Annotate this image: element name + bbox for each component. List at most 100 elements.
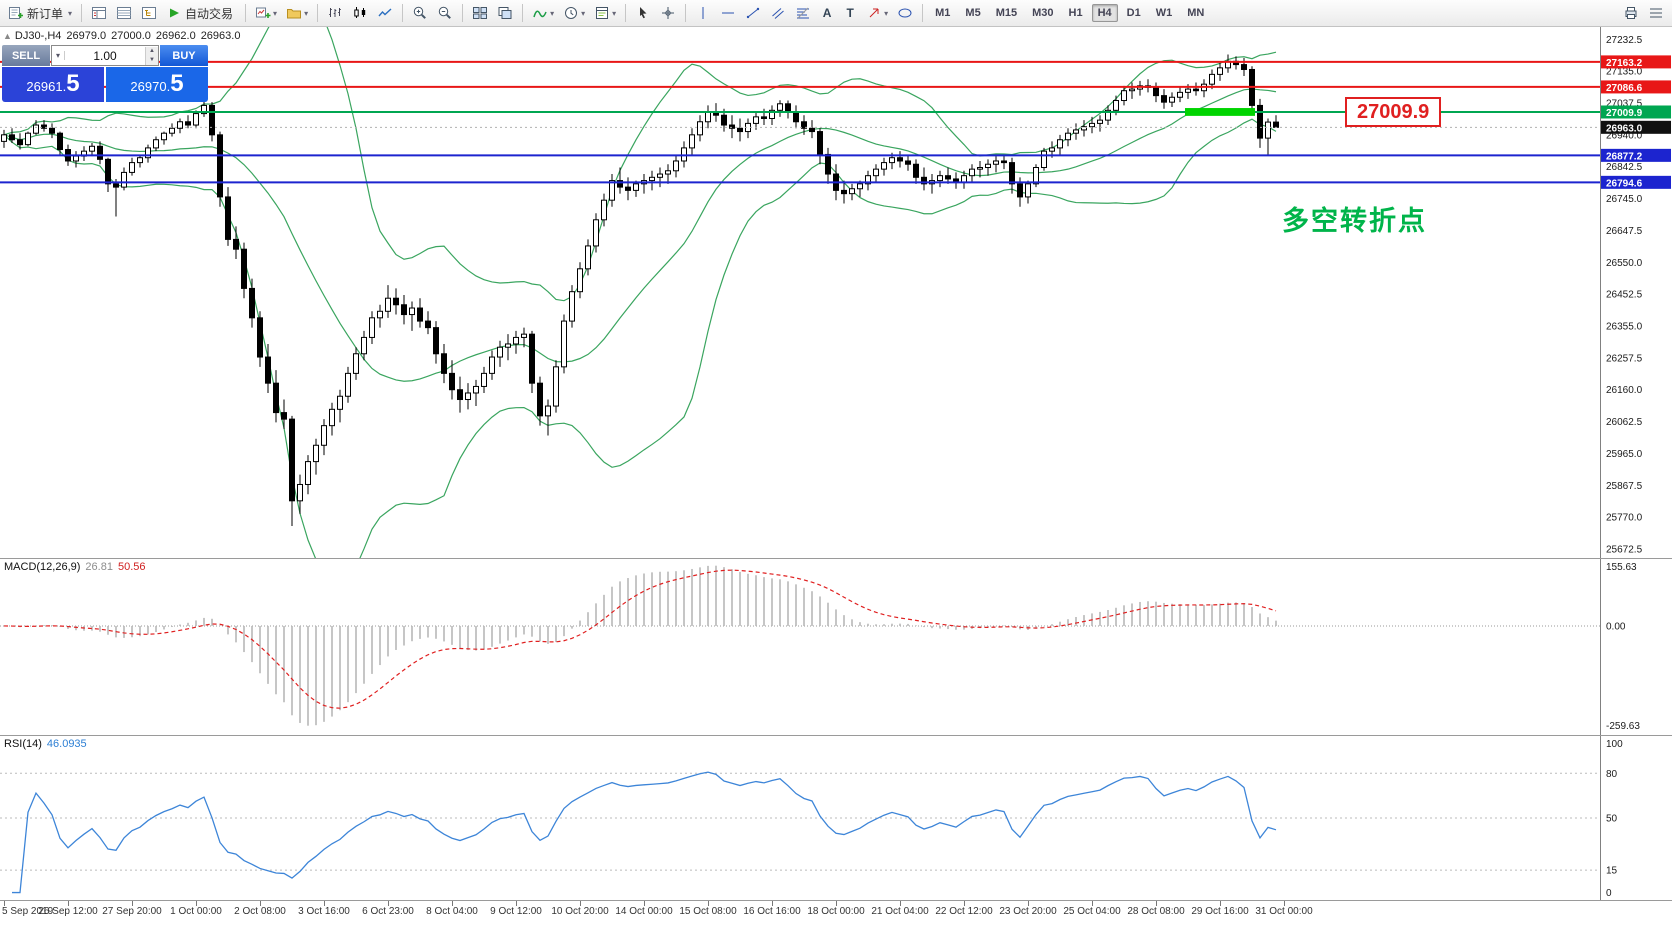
main-chart-canvas[interactable]: 25672.5 25770.0 25867.5 25965.0 26062.5 26160… bbox=[0, 27, 1672, 558]
svg-text:26160.0: 26160.0 bbox=[1606, 385, 1643, 396]
cursor-button[interactable] bbox=[631, 1, 655, 25]
candlestick-chart-button[interactable] bbox=[348, 1, 372, 25]
buy-price: 26970 bbox=[130, 79, 167, 94]
time-axis[interactable]: 5 Sep 2019 26 Sep 12:00 27 Sep 20:00 1 Oct … bbox=[0, 900, 1672, 950]
rsi-canvas[interactable]: 100 80 50 15 0 bbox=[0, 736, 1672, 900]
time-label: 23 Oct 20:00 bbox=[999, 906, 1057, 917]
chart-list-button[interactable] bbox=[1644, 1, 1668, 25]
time-label: 26 Sep 12:00 bbox=[38, 906, 98, 917]
macd-signal-line bbox=[3, 569, 1277, 709]
tf-button-m5[interactable]: M5 bbox=[965, 7, 981, 19]
toolbar-separator bbox=[317, 4, 319, 22]
high-value: 27000.0 bbox=[111, 30, 151, 42]
price-tag bbox=[1601, 105, 1671, 119]
navigator-button[interactable] bbox=[137, 1, 161, 25]
cascade-windows-button[interactable] bbox=[493, 1, 517, 25]
buy-button[interactable]: BUY bbox=[160, 45, 208, 66]
fibonacci-button[interactable] bbox=[791, 1, 815, 25]
volume-down-button[interactable]: ▼ bbox=[146, 55, 158, 65]
arrows-tool-button[interactable]: ▾ bbox=[862, 1, 892, 25]
time-label: 5 Sep 2019 bbox=[2, 906, 54, 917]
line-chart-button[interactable] bbox=[373, 1, 397, 25]
vertical-line-button[interactable] bbox=[691, 1, 715, 25]
indicators-button[interactable]: ▾ bbox=[528, 1, 558, 25]
tf-button-m1[interactable]: M1 bbox=[935, 7, 951, 19]
macd-signal-value: 50.56 bbox=[117, 561, 146, 573]
templates-button[interactable]: ▾ bbox=[590, 1, 620, 25]
tile-windows-button[interactable] bbox=[468, 1, 492, 25]
time-tick bbox=[4, 901, 5, 906]
svg-text:25965.0: 25965.0 bbox=[1606, 449, 1643, 460]
svg-text:26745.0: 26745.0 bbox=[1606, 194, 1643, 205]
time-tick bbox=[388, 901, 389, 906]
horizontal-line-button[interactable] bbox=[716, 1, 740, 25]
tf-button-m15[interactable]: M15 bbox=[995, 7, 1018, 19]
time-label: 21 Oct 04:00 bbox=[871, 906, 929, 917]
time-tick bbox=[68, 901, 69, 906]
chart-list-icon bbox=[1650, 8, 1662, 18]
label-tool-button[interactable]: T bbox=[839, 1, 861, 25]
sell-price-big-digit: 5 bbox=[66, 70, 80, 97]
tf-button-w1[interactable]: W1 bbox=[1155, 7, 1173, 19]
data-window-icon bbox=[117, 7, 132, 19]
time-tick bbox=[964, 901, 965, 906]
annotation-text[interactable]: 多空转折点 bbox=[1282, 206, 1427, 236]
toolbar: 新订单 ▾ 自动交易 ▾ ▾ ▾ ▾ ▾ bbox=[0, 0, 1672, 27]
svg-text:0.00: 0.00 bbox=[1606, 621, 1626, 632]
macd-canvas[interactable]: 155.63 0.00 -259.63 bbox=[0, 559, 1672, 735]
text-tool-button[interactable]: A bbox=[816, 1, 838, 25]
time-tick bbox=[708, 901, 709, 906]
chevron-down-icon: ▾ bbox=[550, 8, 555, 18]
channel-button[interactable] bbox=[766, 1, 790, 25]
price-tag bbox=[1601, 80, 1671, 94]
sell-button[interactable]: SELL bbox=[2, 45, 50, 66]
profiles-button[interactable]: ▾ bbox=[282, 1, 312, 25]
tf-button-m30[interactable]: M30 bbox=[1032, 7, 1054, 19]
new-chart-icon bbox=[256, 7, 271, 18]
tf-button-h1[interactable]: H1 bbox=[1068, 7, 1083, 19]
toolbar-separator bbox=[81, 4, 83, 22]
auto-trading-play-icon bbox=[170, 8, 180, 18]
tf-button-d1[interactable]: D1 bbox=[1126, 7, 1141, 19]
shapes-tool-button[interactable] bbox=[893, 1, 917, 25]
low-value: 26962.0 bbox=[155, 30, 196, 42]
price-tag bbox=[1601, 120, 1671, 134]
volume-value: 1.00 bbox=[93, 48, 117, 63]
volume-stepper[interactable]: ▾ 1.00 ▲ ▼ bbox=[51, 45, 159, 66]
tf-button-h4[interactable]: H4 bbox=[1091, 4, 1118, 22]
macd-histogram bbox=[11, 565, 1277, 726]
time-tick bbox=[1028, 901, 1029, 906]
svg-text:15: 15 bbox=[1606, 866, 1618, 877]
crosshair-button[interactable] bbox=[656, 1, 680, 25]
collapse-arrow-icon[interactable]: ▲ bbox=[3, 31, 12, 41]
svg-text:26940.0: 26940.0 bbox=[1606, 130, 1643, 141]
tf-button-mn[interactable]: MN bbox=[1187, 7, 1205, 19]
zoom-out-button[interactable] bbox=[433, 1, 457, 25]
toolbar-separator bbox=[402, 4, 404, 22]
time-label: 29 Oct 16:00 bbox=[1191, 906, 1249, 917]
market-watch-button[interactable] bbox=[87, 1, 111, 25]
time-label: 15 Oct 08:00 bbox=[679, 906, 737, 917]
profiles-folder-icon bbox=[287, 9, 302, 19]
toolbar-separator bbox=[922, 4, 924, 22]
zoom-in-button[interactable] bbox=[408, 1, 432, 25]
periods-button[interactable]: ▾ bbox=[559, 1, 589, 25]
time-tick bbox=[260, 901, 261, 906]
volume-up-button[interactable]: ▲ bbox=[146, 46, 158, 56]
time-label: 14 Oct 00:00 bbox=[615, 906, 673, 917]
bar-chart-button[interactable] bbox=[323, 1, 347, 25]
zoom-out-icon bbox=[438, 6, 451, 19]
sell-price-button[interactable]: 26961. 5 bbox=[2, 67, 104, 102]
print-button[interactable] bbox=[1619, 1, 1643, 25]
auto-trading-button[interactable]: 自动交易 bbox=[162, 1, 240, 25]
svg-text:27135.0: 27135.0 bbox=[1606, 67, 1643, 78]
time-label: 25 Oct 04:00 bbox=[1063, 906, 1121, 917]
print-icon bbox=[1625, 7, 1637, 19]
trendline-button[interactable] bbox=[741, 1, 765, 25]
volume-dropdown-icon[interactable]: ▾ bbox=[52, 51, 66, 60]
new-chart-button[interactable]: ▾ bbox=[251, 1, 281, 25]
buy-price-button[interactable]: 26970. 5 bbox=[106, 67, 208, 102]
data-window-button[interactable] bbox=[112, 1, 136, 25]
new-order-button[interactable]: 新订单 ▾ bbox=[4, 1, 76, 25]
price-callout[interactable]: 27009.9 bbox=[1345, 97, 1442, 127]
